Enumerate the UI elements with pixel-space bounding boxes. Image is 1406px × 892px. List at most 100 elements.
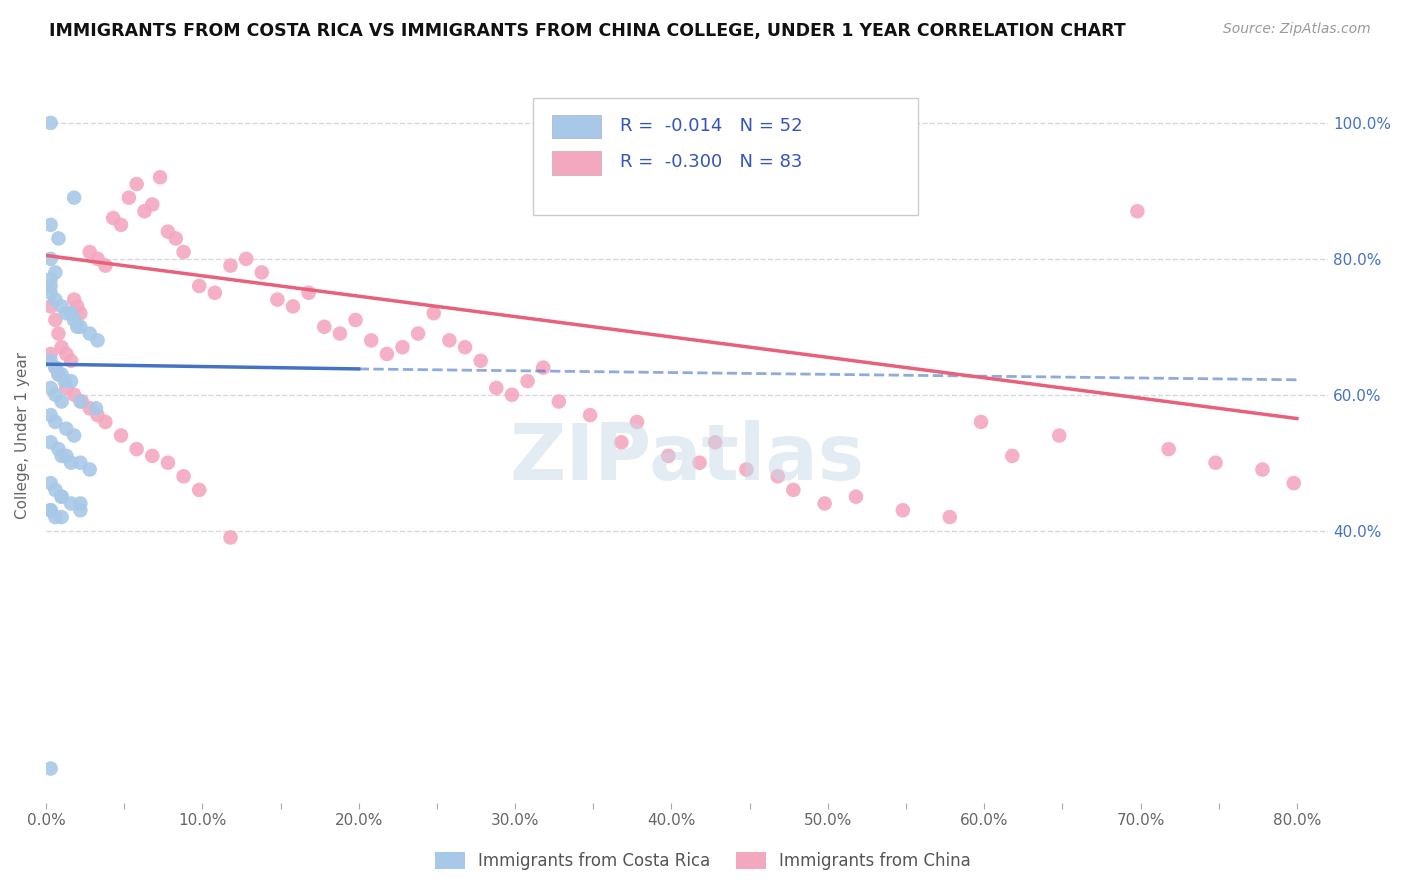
Point bbox=[51, 340, 73, 354]
Point bbox=[125, 177, 148, 191]
Point bbox=[141, 197, 163, 211]
Point bbox=[735, 462, 758, 476]
Point bbox=[51, 449, 73, 463]
Point bbox=[63, 313, 86, 327]
Point bbox=[86, 334, 108, 348]
Point bbox=[485, 381, 508, 395]
Point bbox=[48, 326, 70, 341]
Text: Source: ZipAtlas.com: Source: ZipAtlas.com bbox=[1223, 22, 1371, 37]
Point bbox=[44, 265, 66, 279]
Point bbox=[360, 334, 382, 348]
Point bbox=[48, 368, 70, 382]
Point bbox=[391, 340, 413, 354]
Point bbox=[531, 360, 554, 375]
Point bbox=[69, 503, 91, 517]
Point bbox=[938, 510, 960, 524]
Point bbox=[66, 299, 89, 313]
Point bbox=[59, 456, 82, 470]
Point bbox=[55, 347, 77, 361]
Point bbox=[704, 435, 727, 450]
Point bbox=[298, 285, 321, 300]
Point bbox=[86, 252, 108, 266]
Point bbox=[39, 285, 62, 300]
Point bbox=[63, 191, 86, 205]
Point bbox=[79, 401, 101, 416]
Point bbox=[44, 313, 66, 327]
Point bbox=[344, 313, 367, 327]
Point bbox=[48, 231, 70, 245]
Point bbox=[44, 360, 66, 375]
Point bbox=[63, 293, 86, 307]
Point bbox=[173, 245, 195, 260]
Point bbox=[51, 299, 73, 313]
Point bbox=[501, 388, 523, 402]
Point bbox=[141, 449, 163, 463]
Point bbox=[39, 476, 62, 491]
Point bbox=[1126, 204, 1149, 219]
Point bbox=[439, 334, 461, 348]
Point bbox=[188, 279, 211, 293]
Text: R =  -0.300   N = 83: R = -0.300 N = 83 bbox=[620, 153, 803, 171]
Point bbox=[79, 326, 101, 341]
Point bbox=[110, 218, 132, 232]
FancyBboxPatch shape bbox=[533, 98, 918, 215]
Point bbox=[55, 306, 77, 320]
Point bbox=[44, 360, 66, 375]
Point bbox=[94, 415, 117, 429]
Point bbox=[204, 285, 226, 300]
Point bbox=[118, 191, 141, 205]
Point bbox=[579, 408, 602, 422]
Text: R =  -0.014   N = 52: R = -0.014 N = 52 bbox=[620, 117, 803, 135]
Point bbox=[51, 368, 73, 382]
Point bbox=[314, 319, 336, 334]
Y-axis label: College, Under 1 year: College, Under 1 year bbox=[15, 352, 30, 519]
Point bbox=[44, 483, 66, 497]
Point bbox=[44, 293, 66, 307]
Point bbox=[125, 442, 148, 456]
Point bbox=[610, 435, 633, 450]
Point bbox=[39, 272, 62, 286]
Point bbox=[70, 394, 93, 409]
Point bbox=[44, 388, 66, 402]
Point bbox=[59, 306, 82, 320]
Point bbox=[66, 319, 89, 334]
Point bbox=[149, 170, 172, 185]
Point bbox=[657, 449, 679, 463]
Point bbox=[39, 381, 62, 395]
Point bbox=[134, 204, 156, 219]
Point bbox=[266, 293, 288, 307]
Point bbox=[51, 394, 73, 409]
Point bbox=[814, 496, 837, 510]
Point bbox=[59, 496, 82, 510]
Point bbox=[219, 531, 242, 545]
Point bbox=[970, 415, 993, 429]
Point bbox=[689, 456, 711, 470]
Point bbox=[766, 469, 789, 483]
Point bbox=[51, 510, 73, 524]
Point bbox=[165, 231, 187, 245]
Point bbox=[39, 435, 62, 450]
Point bbox=[1205, 456, 1227, 470]
Point bbox=[48, 442, 70, 456]
Point bbox=[69, 306, 91, 320]
Point bbox=[547, 394, 569, 409]
Bar bbox=[553, 115, 602, 138]
Point bbox=[1157, 442, 1180, 456]
Point bbox=[39, 503, 62, 517]
Point bbox=[375, 347, 398, 361]
Point bbox=[422, 306, 444, 320]
Point bbox=[110, 428, 132, 442]
Point bbox=[39, 218, 62, 232]
Point bbox=[39, 252, 62, 266]
Point bbox=[156, 456, 179, 470]
Point bbox=[39, 299, 62, 313]
Point bbox=[470, 353, 492, 368]
Point bbox=[69, 456, 91, 470]
Point bbox=[782, 483, 804, 497]
Point bbox=[516, 374, 538, 388]
Point bbox=[86, 408, 108, 422]
Point bbox=[891, 503, 914, 517]
Point bbox=[48, 368, 70, 382]
Point bbox=[55, 449, 77, 463]
Point bbox=[329, 326, 352, 341]
